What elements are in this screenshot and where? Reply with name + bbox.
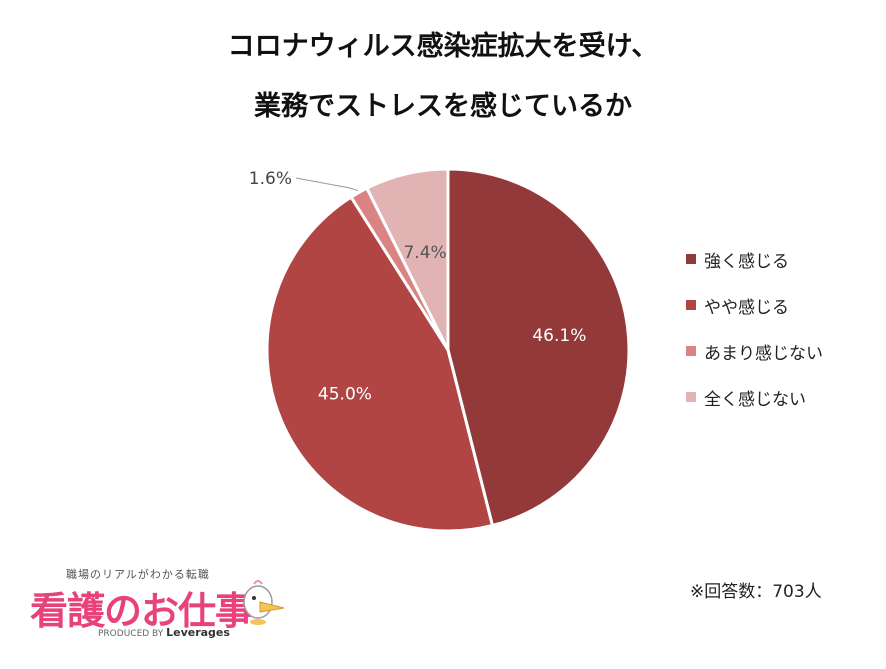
legend-swatch <box>686 300 696 310</box>
pelican-mascot-icon <box>243 580 285 625</box>
slice-somewhat <box>265 195 495 533</box>
data-label: 7.4% <box>403 243 446 263</box>
brand-name: Leverages <box>166 626 230 639</box>
data-label: 1.6% <box>249 169 292 189</box>
legend-item-somewhat: やや感じる <box>686 294 823 318</box>
slice-not-at-all <box>364 167 450 351</box>
legend-swatch <box>686 254 696 264</box>
logo-tagline: 職場のリアルがわかる転職 <box>66 568 210 581</box>
data-label: 46.1% <box>532 326 586 346</box>
response-count-note: ※回答数：703人 <box>690 582 822 602</box>
legend-label: 強く感じる <box>704 251 789 272</box>
produced-by-label: PRODUCED BY <box>98 629 164 639</box>
chart-legend: 強く感じる やや感じる あまり感じない 全く感じない <box>686 248 823 432</box>
legend-label: あまり感じない <box>704 343 823 364</box>
legend-item-strong: 強く感じる <box>686 248 823 272</box>
legend-label: やや感じる <box>704 297 789 318</box>
leader-line <box>295 177 359 192</box>
logo-produced-by: PRODUCED BY Leverages <box>98 626 230 639</box>
brand-logo: 職場のリアルがわかる転職 看護のお仕事 PRODUCED BY Leverage… <box>30 566 290 646</box>
legend-item-not-much: あまり感じない <box>686 340 823 364</box>
legend-label: 全く感じない <box>704 389 806 410</box>
legend-swatch <box>686 346 696 356</box>
data-label: 45.0% <box>318 384 372 404</box>
legend-swatch <box>686 392 696 402</box>
chart-title-line2: 業務でストレスを感じているか <box>254 91 632 122</box>
logo-name: 看護のお仕事 <box>30 589 253 633</box>
slice-strong <box>446 167 631 528</box>
chart-title-line1: コロナウィルス感染症拡大を受け、 <box>227 31 659 62</box>
legend-item-not-at-all: 全く感じない <box>686 386 823 410</box>
